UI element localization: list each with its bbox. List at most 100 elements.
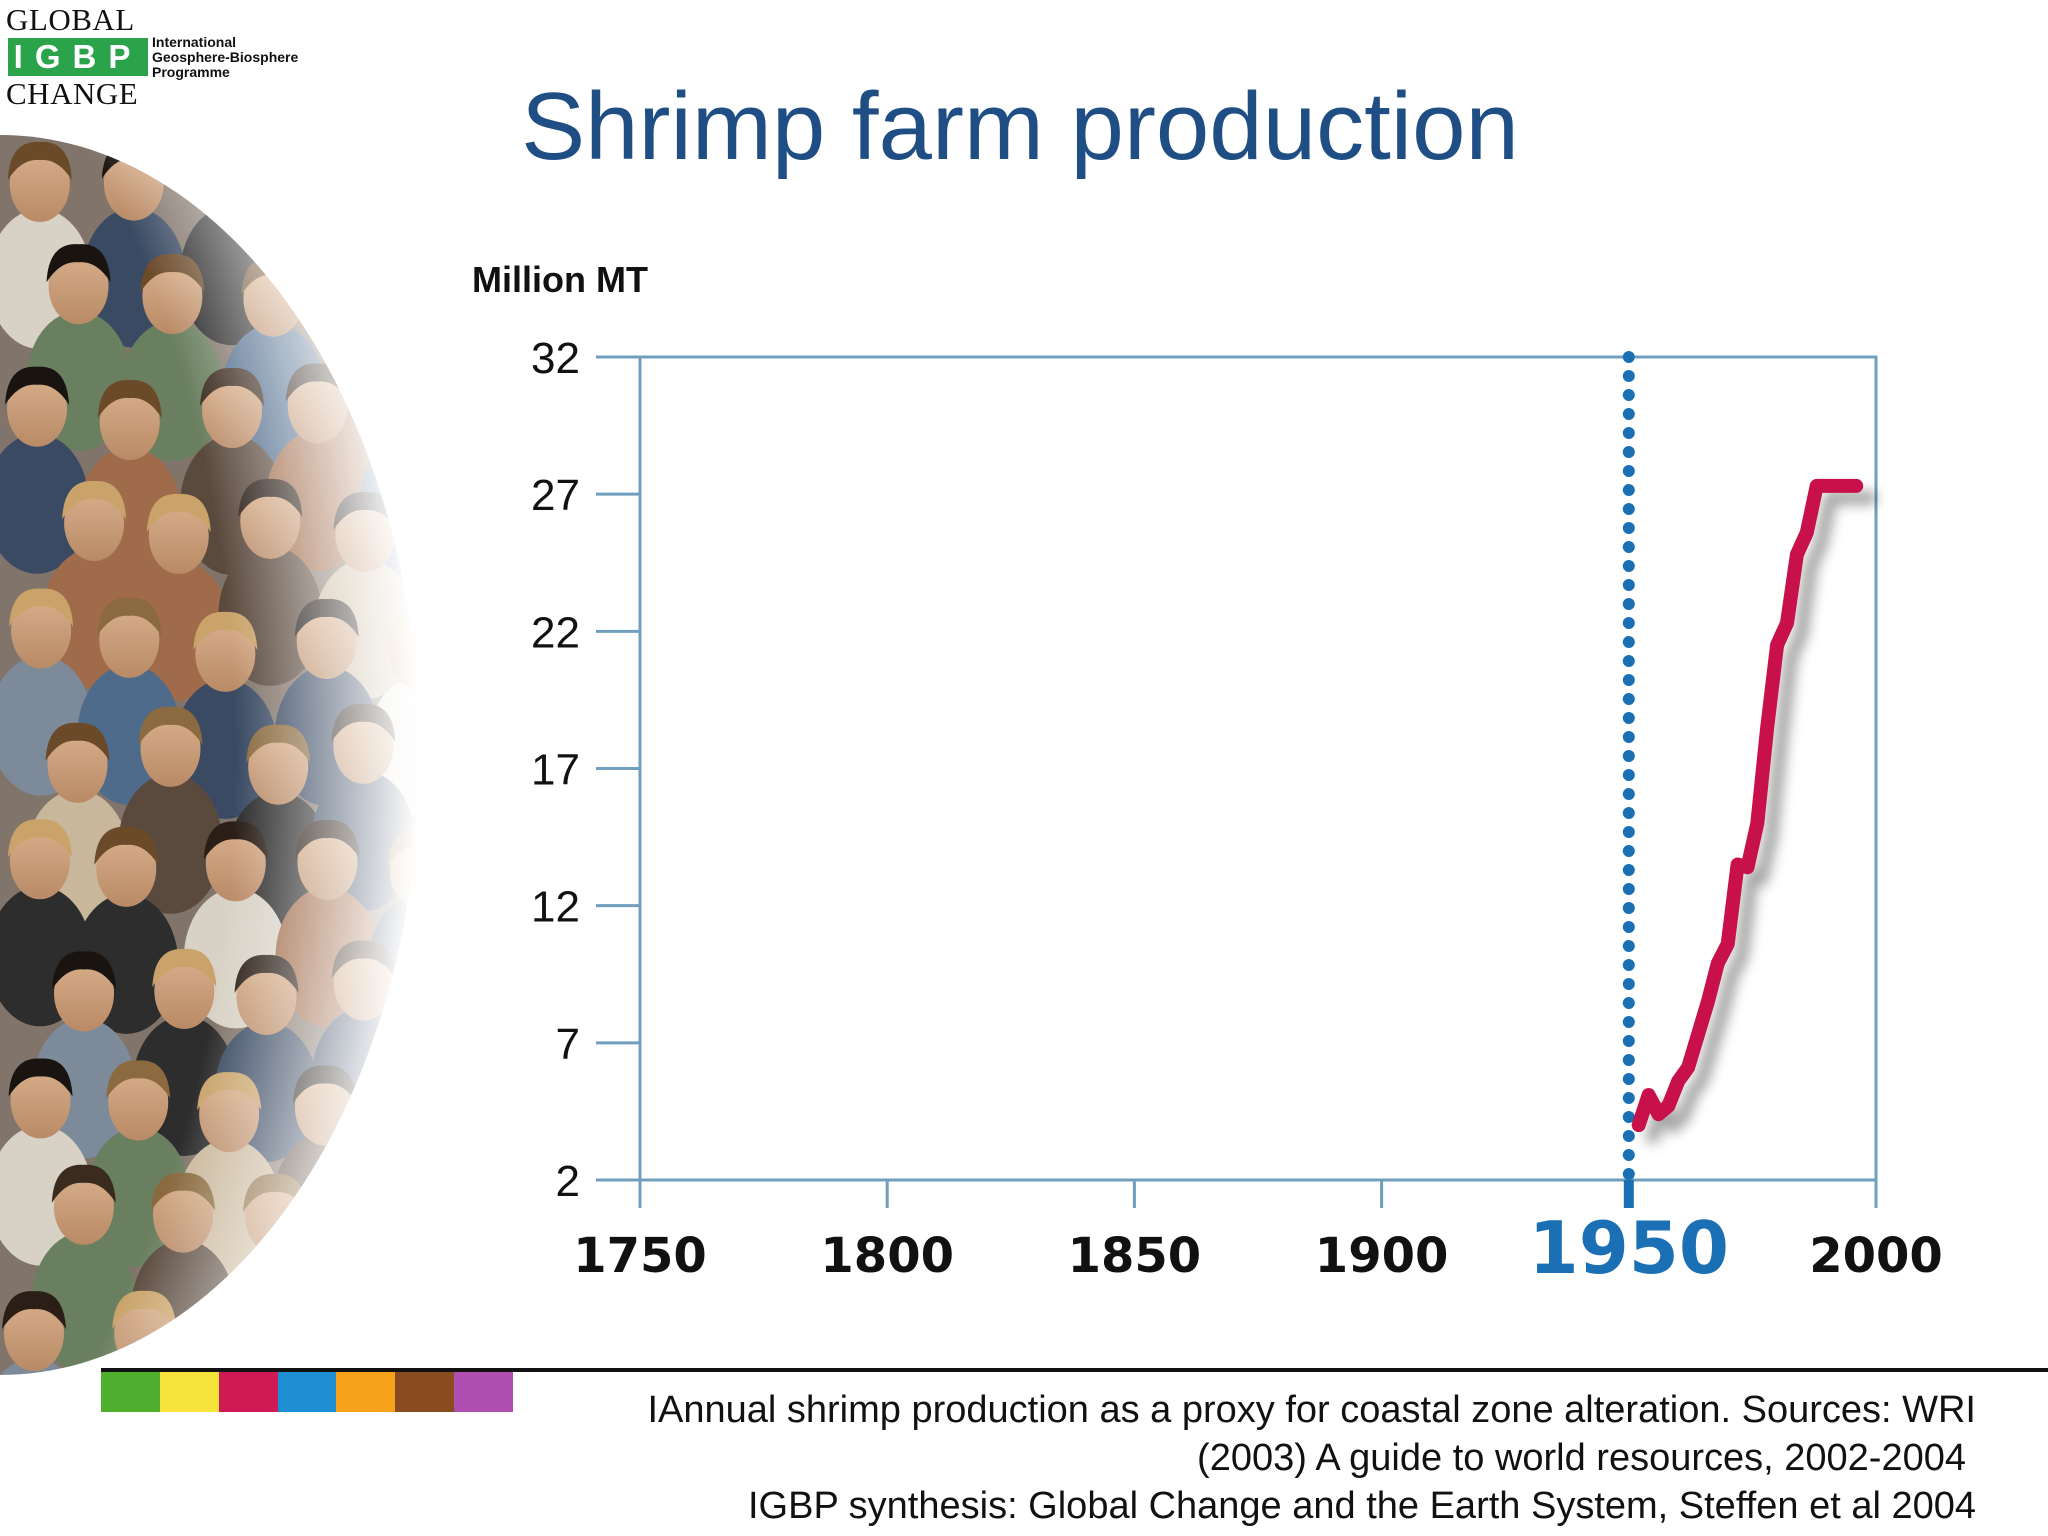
crowd-figure-head	[153, 1176, 214, 1253]
igbp-logo: GLOBAL IGBP CHANGE International Geosphe…	[4, 2, 324, 112]
series-line	[1631, 478, 1864, 1133]
crowd-figure-hair	[5, 366, 70, 405]
crowd-figure-head	[243, 260, 304, 337]
crowd-figure-hair	[433, 251, 470, 290]
color-stripe	[277, 1372, 337, 1412]
crowd-figure-hair	[431, 942, 470, 981]
crowd-figure-head	[64, 485, 125, 562]
color-stripe	[395, 1372, 455, 1412]
crowd-figure-head	[390, 1076, 451, 1153]
crowd-figure-head	[48, 248, 109, 325]
crowd-figure-head	[297, 824, 358, 901]
crowd-figure-hair	[94, 826, 159, 865]
crowd-figure-head	[333, 707, 394, 784]
y-tick-label: 7	[556, 1020, 580, 1069]
logo-change-text: CHANGE	[6, 76, 139, 111]
crowd-figure-head	[54, 955, 115, 1032]
crowd-figure-hair	[2, 1291, 67, 1330]
crowd-figure-head	[10, 1062, 71, 1139]
crowd-figure-head	[202, 372, 263, 449]
x-tick-label: 2000	[1809, 1228, 1943, 1284]
crowd-figure-hair	[387, 609, 452, 648]
crowd-figure-head	[96, 830, 157, 907]
crowd-figure-hair	[296, 130, 361, 168]
series-shadow	[1645, 490, 1878, 1145]
crowd-photo	[0, 130, 470, 1380]
crowd-figure-hair	[289, 1300, 354, 1339]
logo-subtitle-line-2: Geosphere-Biosphere	[152, 49, 299, 65]
crowd-figure-hair	[388, 1072, 453, 1111]
color-stripe	[159, 1372, 219, 1412]
crowd-figure-head	[195, 615, 256, 692]
crowd-figure-hair	[295, 820, 360, 859]
crowd-figure-head	[240, 482, 301, 559]
crowd-figure-hair	[146, 493, 211, 532]
y-tick-label: 17	[531, 746, 580, 795]
crowd-figure-hair	[112, 1290, 177, 1329]
crowd-figure-head	[393, 135, 454, 212]
crowd-figure-head	[148, 497, 209, 574]
crowd-figure-head	[47, 726, 108, 803]
crowd-figure-hair	[292, 1065, 357, 1104]
crowd-figure-hair	[387, 828, 452, 867]
crowd-figure-hair	[329, 1172, 394, 1211]
crowd-figure-head	[201, 142, 262, 219]
crowd-figure-hair	[8, 1058, 73, 1097]
x-tick-label: 1800	[820, 1228, 954, 1284]
crowd-figure-hair	[9, 588, 74, 627]
crowd-figure-head	[248, 728, 309, 805]
crowd-figure-hair	[191, 1294, 256, 1333]
crowd-figure-head	[333, 944, 394, 1021]
crowd-figure-hair	[106, 1060, 171, 1099]
crowd-figure-hair	[294, 598, 359, 638]
crowd-figure-hair	[234, 954, 299, 994]
crowd-figure-hair	[140, 254, 205, 293]
logo-subtitle-line-3: Programme	[152, 64, 230, 80]
color-stripe	[218, 1372, 278, 1412]
caption-line-1: IAnnual shrimp production as a proxy for…	[647, 1389, 1976, 1431]
crowd-figure-hair	[7, 819, 72, 858]
crowd-figure-body	[173, 678, 278, 819]
x-tick-label: 1900	[1315, 1228, 1449, 1284]
crowd-figure-head	[193, 1298, 254, 1375]
crowd-figure-hair	[45, 722, 110, 761]
crowd-figure-head	[99, 601, 160, 678]
footer-divider	[101, 1368, 2048, 1372]
crowd-figure-head	[199, 1076, 260, 1153]
crowd-figure-hair	[97, 597, 162, 636]
crowd-figure-head	[11, 592, 72, 669]
source-caption: IAnnual shrimp production as a proxy for…	[476, 1386, 1976, 1530]
y-tick-label: 2	[556, 1157, 580, 1206]
crowd-figure-hair	[7, 141, 72, 181]
crowd-figure-head	[236, 959, 297, 1036]
crowd-figure-hair	[200, 367, 265, 407]
crowd-figure-head	[9, 823, 70, 900]
series-lines	[1631, 478, 1864, 1133]
x-axis-ticks: 1750 1800 1850 1900 1950 2000	[573, 1180, 1943, 1290]
crowd-figure-hair	[62, 481, 127, 520]
crowd-figure-head	[389, 832, 450, 909]
crowd-figure-head	[142, 258, 203, 335]
crowd-figure-hair	[193, 611, 258, 650]
crowd-figure-hair	[199, 138, 264, 177]
crowd-figure-head	[140, 710, 201, 787]
crowd-figure-hair	[333, 492, 398, 531]
crowd-figure-head	[108, 1064, 169, 1141]
color-stripe	[101, 1372, 160, 1412]
crowd-figure-head	[333, 271, 394, 348]
crowd-figure-head	[114, 1294, 175, 1371]
y-axis-label: Million MT	[472, 259, 648, 300]
crowd-figure-hair	[138, 706, 203, 745]
crowd-figure-hair	[331, 267, 396, 306]
crowd-figure-head	[331, 1176, 392, 1253]
slide-title: Shrimp farm production	[521, 73, 1519, 180]
crowd-figure-hair	[238, 478, 303, 517]
crowd-figure-head	[103, 144, 164, 221]
crowd-figure-head	[9, 146, 70, 223]
crowd-figure-head	[205, 825, 266, 902]
crowd-figure-hair	[378, 368, 443, 407]
crowd-figure-hair	[436, 1166, 470, 1205]
x-tick-label: 1950	[1529, 1206, 1729, 1290]
